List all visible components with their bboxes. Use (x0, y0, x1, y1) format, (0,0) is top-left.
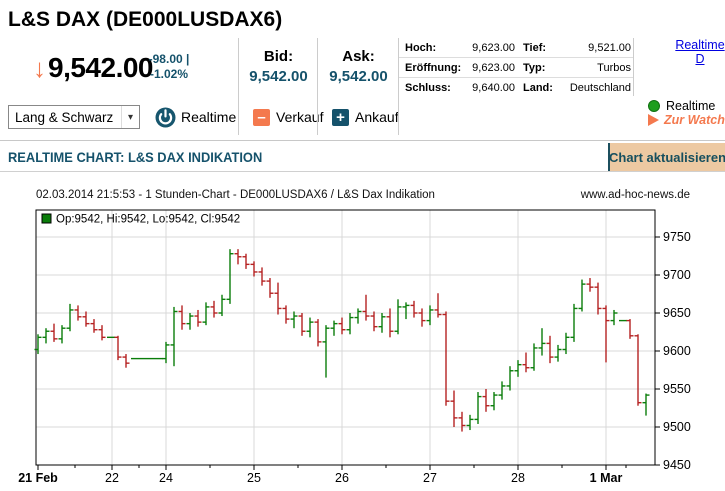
stat-label: Typ: (523, 61, 546, 74)
chart-watermark: www.ad-hoc-news.de (580, 189, 690, 201)
ask-cell: Ask: 9,542.00 (317, 38, 399, 95)
power-icon (155, 107, 176, 127)
stat-value: 9,640.00 (472, 81, 515, 94)
refresh-chart-button[interactable]: Chart aktualisieren (608, 143, 725, 171)
divider (0, 140, 725, 141)
sell-button[interactable]: – Verkauf (253, 98, 323, 136)
bid-label: Bid: (263, 48, 294, 65)
svg-text:1 Mar: 1 Mar (590, 471, 623, 485)
bid-cell: Bid: 9,542.00 (238, 38, 318, 95)
divider (317, 95, 318, 135)
quote-stats-table: Hoch: 9,623.00 Tief: 9,521.00 Eröffnung:… (398, 38, 634, 96)
svg-text:24: 24 (159, 471, 173, 485)
svg-text:26: 26 (335, 471, 349, 485)
realtime-status-label: Realtime (666, 99, 716, 113)
page-title: L&S DAX (DE000LUSDAX6) (8, 8, 283, 31)
chart-section: 02.03.2014 21:5:53 - 1 Stunden-Chart - D… (0, 185, 725, 491)
exchange-select-value: Lang & Schwarz (15, 109, 114, 125)
stat-label: Schluss: (405, 81, 451, 94)
svg-text:9750: 9750 (663, 230, 691, 244)
minus-icon: – (253, 108, 270, 126)
realtime-link-line1[interactable]: Realtime (675, 38, 725, 52)
bid-value: 9,542.00 (249, 68, 308, 85)
change-percent: -1.02% (149, 67, 189, 81)
price-change: -98.00 | -1.02% (138, 52, 200, 82)
plus-icon: + (332, 108, 349, 126)
svg-text:9450: 9450 (663, 458, 691, 472)
table-row: Hoch: 9,623.00 Tief: 9,521.00 (399, 38, 633, 57)
svg-text:9600: 9600 (663, 344, 691, 358)
play-triangle-icon (648, 114, 659, 126)
chart-strip (0, 143, 725, 172)
stat-value: Deutschland (569, 81, 631, 94)
table-row: Schluss: 9,640.00 Land: Deutschland (399, 77, 633, 97)
divider (398, 95, 399, 135)
ask-label: Ask: (342, 48, 375, 65)
svg-text:9500: 9500 (663, 420, 691, 434)
svg-text:22: 22 (105, 471, 119, 485)
watchlist-link[interactable]: Zur Watchl (664, 113, 725, 127)
svg-text:9650: 9650 (663, 306, 691, 320)
realtime-link[interactable]: Realtime D (655, 38, 725, 66)
ask-value: 9,542.00 (329, 68, 388, 85)
down-arrow-icon: ↓ (33, 53, 46, 83)
last-price-block: ↓ 9,542.00 (33, 52, 154, 84)
chart-caption: 02.03.2014 21:5:53 - 1 Stunden-Chart - D… (36, 189, 435, 201)
realtime-link-line2[interactable]: D (695, 52, 705, 66)
svg-text:21 Feb: 21 Feb (18, 471, 58, 485)
realtime-status: Realtime (648, 99, 715, 113)
chart-strip-title: REALTIME CHART: L&S DAX INDIKATION (8, 149, 263, 165)
stat-label: Land: (523, 81, 553, 94)
chevron-down-icon: ▾ (120, 106, 139, 128)
stat-value: 9,521.00 (588, 41, 631, 54)
stat-value: 9,623.00 (472, 61, 515, 74)
svg-text:28: 28 (511, 471, 525, 485)
change-absolute: -98.00 | (148, 52, 190, 66)
svg-text:9700: 9700 (663, 268, 691, 282)
sell-button-label: Verkauf (276, 109, 324, 125)
stat-label: Eröffnung: (405, 61, 462, 74)
stat-value: Turbos (597, 61, 631, 74)
exchange-select[interactable]: Lang & Schwarz ▾ (8, 105, 140, 129)
buy-button-label: Ankauf (355, 109, 399, 125)
svg-text:25: 25 (247, 471, 261, 485)
realtime-button-label: Realtime (181, 109, 237, 125)
last-price: 9,542.00 (48, 52, 154, 83)
table-row: Eröffnung: 9,623.00 Typ: Turbos (399, 57, 633, 77)
divider (238, 95, 239, 135)
svg-text:9550: 9550 (663, 382, 691, 396)
stat-value: 9,623.00 (472, 41, 515, 54)
price-chart: 9450 9500 9550 9600 9650 9700 9750 21 Feb 22 24 25… (18, 209, 691, 485)
buy-button[interactable]: + Ankauf (332, 98, 399, 136)
watchlist-row[interactable]: Zur Watchl (648, 113, 725, 127)
stat-label: Hoch: (405, 41, 437, 54)
svg-text:Op:9542, Hi:9542, Lo:9542, Cl:: Op:9542, Hi:9542, Lo:9542, Cl:9542 (56, 214, 240, 226)
stat-label: Tief: (523, 41, 547, 54)
realtime-green-dot-icon (648, 100, 660, 112)
realtime-button[interactable]: Realtime (155, 98, 236, 136)
svg-text:27: 27 (423, 471, 437, 485)
